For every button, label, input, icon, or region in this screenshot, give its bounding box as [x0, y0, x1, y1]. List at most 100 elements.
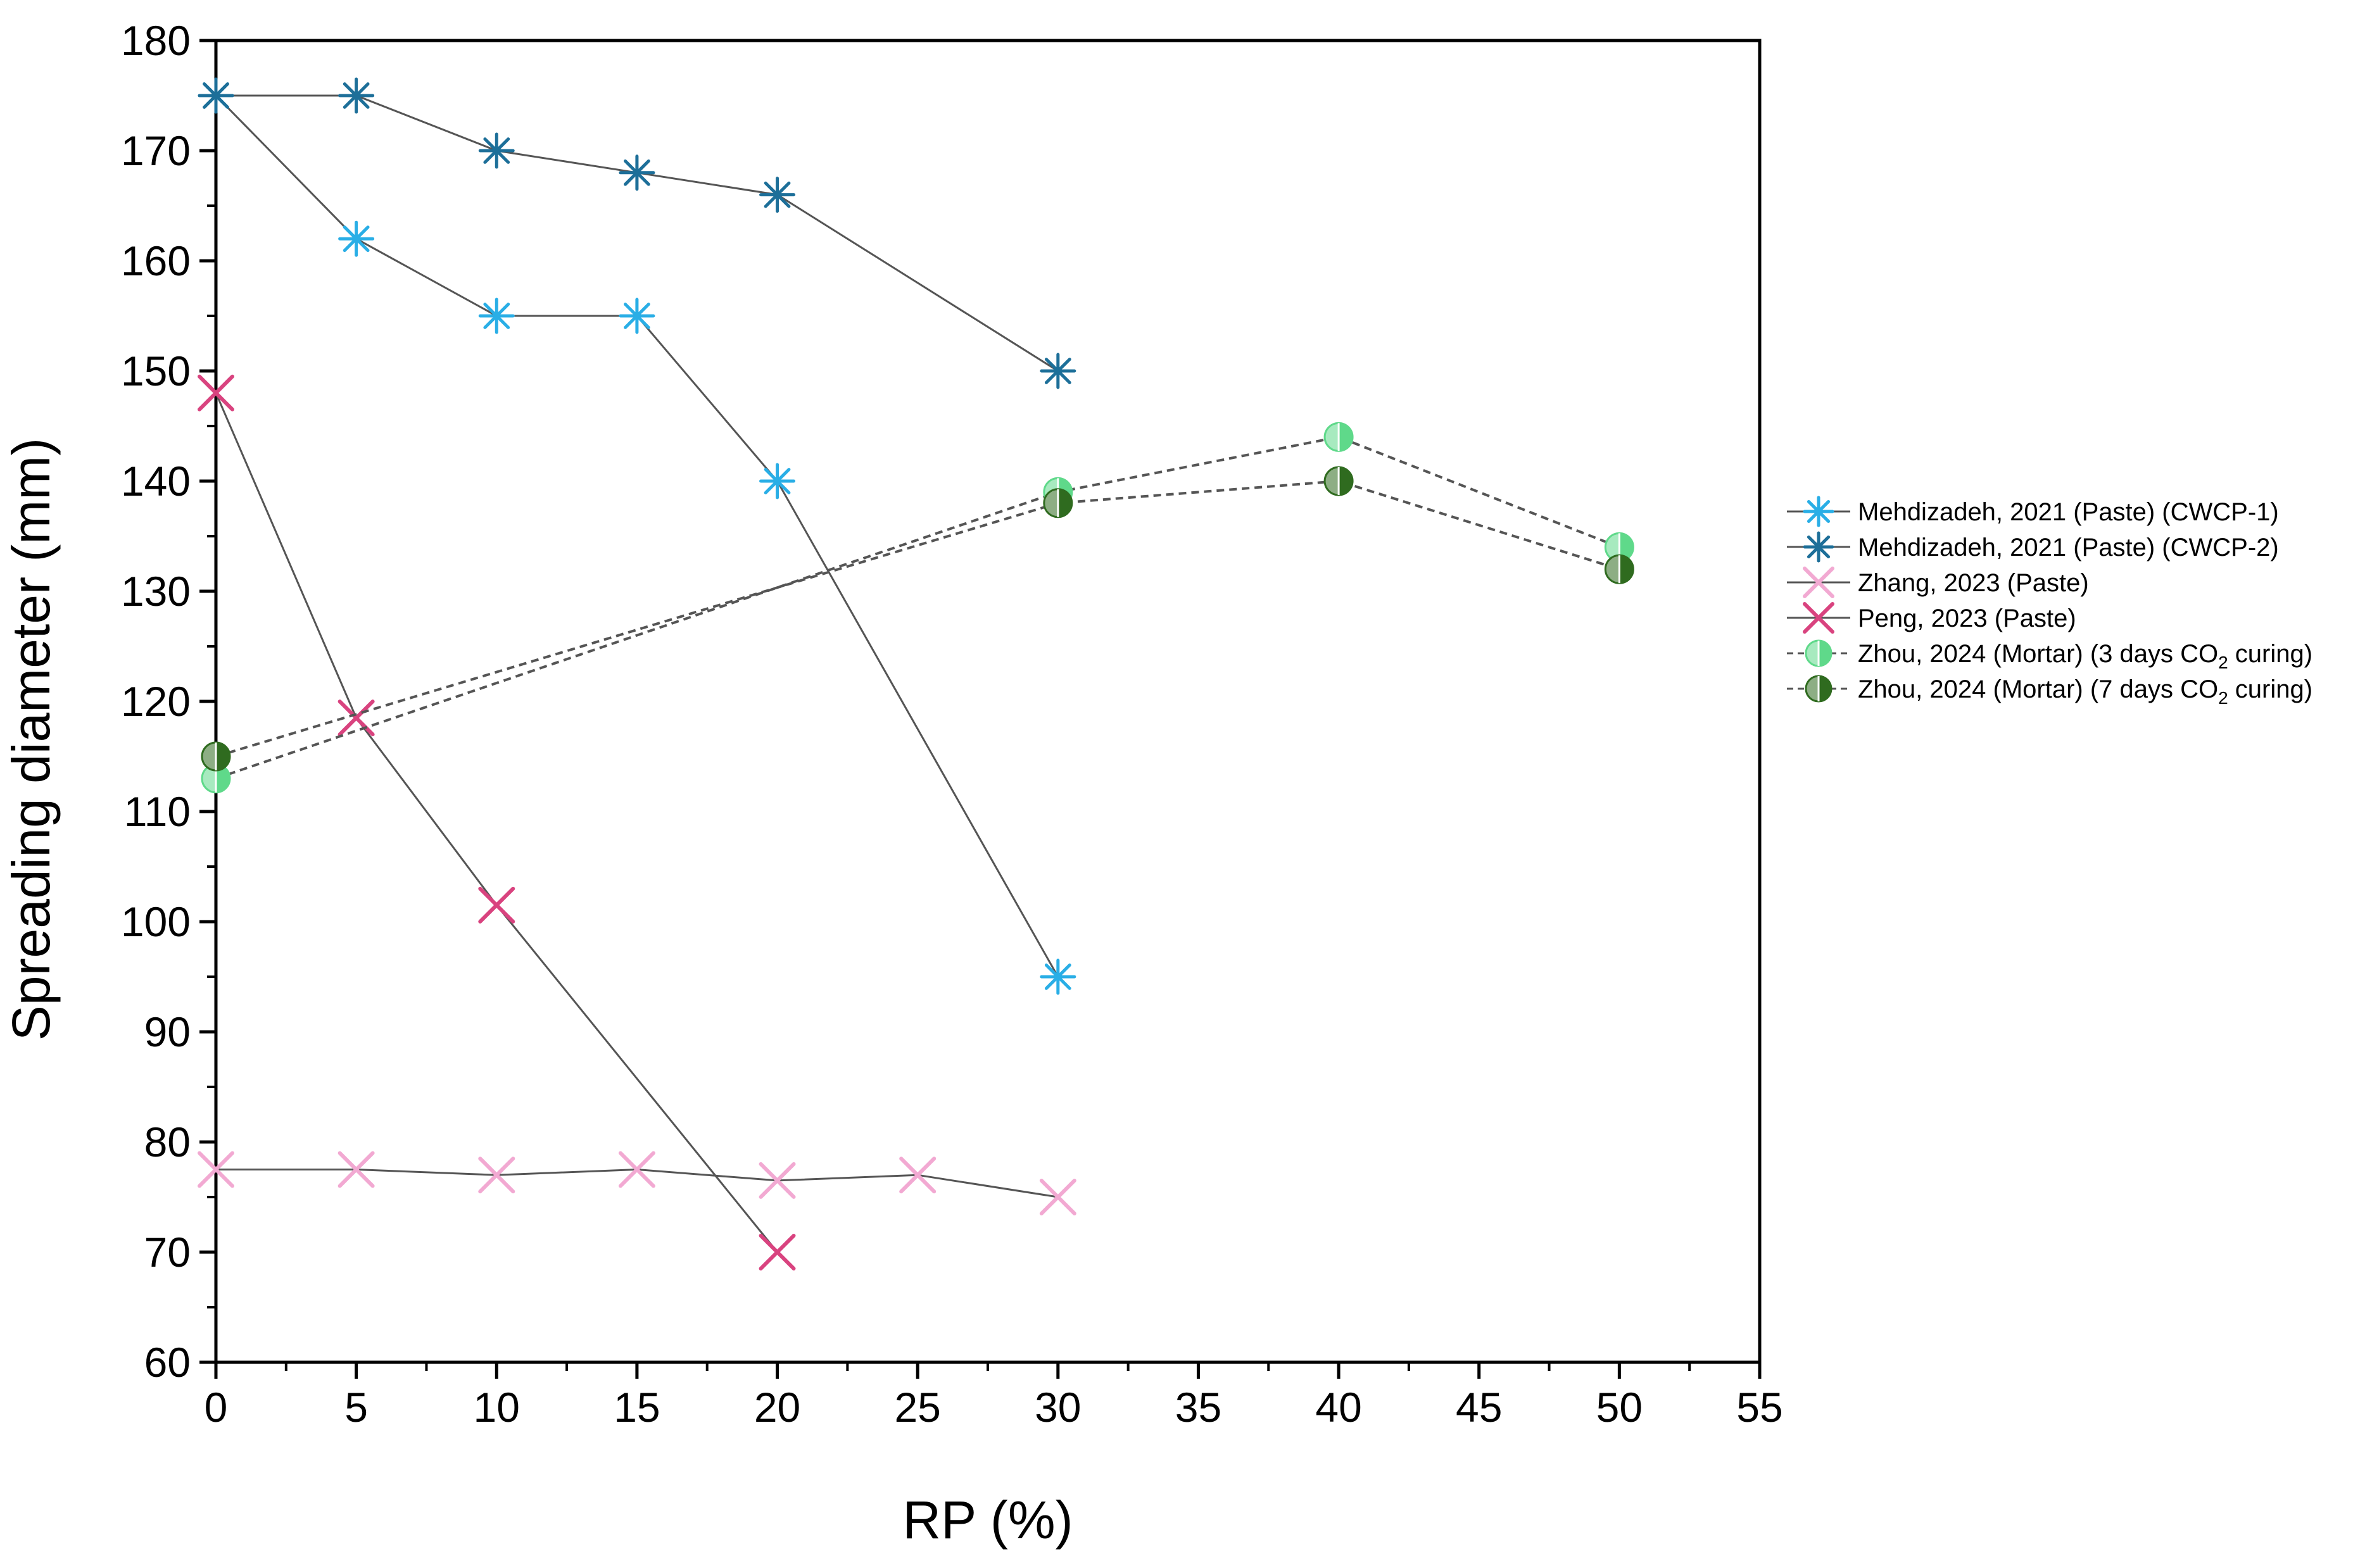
legend-item: Mehdizadeh, 2021 (Paste) (CWCP-1)	[1787, 496, 2279, 527]
x-tick-label: 5	[344, 1384, 368, 1431]
cross-stroke	[478, 886, 515, 924]
asterisk-stroke	[483, 303, 510, 329]
x-tick-label: 35	[1175, 1384, 1221, 1431]
data-point	[1040, 353, 1076, 389]
circle-half-fill	[1619, 533, 1634, 561]
data-point	[759, 1234, 796, 1270]
data-point	[759, 177, 796, 213]
asterisk-stroke	[343, 82, 370, 109]
circle-half-light	[202, 743, 216, 770]
cross-stroke	[198, 374, 234, 411]
data-point	[198, 374, 234, 411]
circle-half-fill	[1819, 676, 1831, 701]
legend-label: Mehdizadeh, 2021 (Paste) (CWCP-1)	[1858, 498, 2279, 526]
series-5	[201, 422, 1634, 794]
asterisk-stroke	[343, 225, 370, 253]
asterisk-stroke	[203, 82, 229, 109]
y-tick-label: 160	[121, 237, 191, 284]
data-point	[478, 886, 515, 924]
data-point	[1039, 1179, 1076, 1215]
y-tick-label: 180	[121, 17, 191, 64]
asterisk-stroke	[1044, 358, 1071, 384]
data-point	[478, 132, 515, 169]
data-point	[338, 1151, 375, 1188]
series-1	[198, 77, 1076, 995]
x-tick-label: 10	[474, 1384, 520, 1431]
data-point	[1803, 496, 1834, 527]
legend-label: Zhou, 2024 (Mortar) (7 days CO2 curing)	[1858, 675, 2312, 708]
y-tick-label: 130	[121, 568, 191, 615]
data-point	[1323, 466, 1354, 496]
data-point	[759, 463, 796, 499]
circle-half-fill	[216, 743, 230, 770]
cross-stroke	[338, 1151, 375, 1188]
circle-half-light	[1806, 676, 1819, 701]
y-tick-label: 100	[121, 898, 191, 945]
circle-half-fill	[216, 764, 230, 793]
y-tick-label: 110	[124, 788, 191, 835]
y-tick-label: 150	[121, 348, 191, 394]
circle-half-fill	[1619, 555, 1634, 584]
data-point	[1805, 639, 1833, 667]
cross-stroke	[478, 1157, 515, 1194]
circle-half-light	[1806, 641, 1819, 666]
x-tick-label: 0	[205, 1384, 228, 1431]
circle-half-light	[1605, 555, 1620, 584]
data-point	[338, 77, 375, 114]
series-4	[198, 374, 796, 1270]
data-point	[1803, 567, 1834, 598]
legend-label: Peng, 2023 (Paste)	[1858, 605, 2076, 632]
x-tick-label: 50	[1596, 1384, 1643, 1431]
series-line	[216, 94, 1059, 372]
data-point	[198, 1151, 234, 1188]
data-point	[1043, 488, 1073, 518]
y-tick-label: 70	[144, 1229, 191, 1276]
x-tick-label: 20	[754, 1384, 800, 1431]
x-tick-label: 15	[614, 1384, 660, 1431]
data-point	[618, 1151, 655, 1188]
series-line	[215, 392, 778, 1253]
asterisk-stroke	[624, 159, 650, 186]
y-axis: 60 70 80 90 100 110 120 130 140 150 160 170 180	[121, 17, 216, 1386]
x-tick-label: 45	[1456, 1384, 1502, 1431]
plot-frame	[214, 39, 1762, 1364]
x-axis: 0 5 10 15 20 25 30 35 40 45 50 55	[205, 1362, 1783, 1431]
legend: Mehdizadeh, 2021 (Paste) (CWCP-1) Mehdiza…	[1787, 496, 2312, 708]
legend-item: Zhou, 2024 (Mortar) (7 days CO2 curing)	[1787, 675, 2312, 708]
asterisk-stroke	[1044, 963, 1071, 990]
data-point	[1805, 675, 1833, 703]
cross-stroke	[1803, 567, 1834, 598]
asterisk-stroke	[764, 181, 791, 208]
data-point	[1803, 531, 1834, 563]
series-6	[201, 466, 1634, 772]
y-tick-label: 80	[144, 1119, 191, 1165]
data-point	[338, 699, 375, 737]
asterisk-stroke	[483, 137, 510, 164]
plot-border	[214, 39, 1762, 1364]
y-tick-label: 170	[121, 127, 191, 174]
asterisk-stroke	[1807, 535, 1831, 559]
data-point	[619, 154, 655, 191]
series-line	[215, 479, 1620, 758]
data-point	[759, 1162, 796, 1199]
cross-stroke	[899, 1157, 937, 1194]
series-layer	[198, 77, 1634, 1270]
x-tick-label: 55	[1736, 1384, 1782, 1431]
x-axis-title: RP (%)	[902, 1490, 1073, 1550]
data-point	[478, 298, 515, 334]
legend-label: Zhang, 2023 (Paste)	[1858, 569, 2089, 597]
data-point	[1040, 958, 1076, 995]
data-point	[478, 1157, 515, 1194]
y-tick-label: 140	[121, 458, 191, 505]
x-tick-label: 30	[1035, 1384, 1081, 1431]
legend-label: Mehdizadeh, 2021 (Paste) (CWCP-2)	[1858, 534, 2279, 561]
circle-half-light	[1605, 533, 1620, 561]
y-tick-label: 60	[144, 1339, 191, 1386]
y-tick-label: 120	[121, 678, 191, 725]
legend-item: Peng, 2023 (Paste)	[1787, 602, 2076, 634]
legend-item: Zhang, 2023 (Paste)	[1787, 567, 2089, 598]
data-point	[899, 1157, 937, 1194]
legend-label: Zhou, 2024 (Mortar) (3 days CO2 curing)	[1858, 640, 2312, 672]
circle-half-fill	[1339, 467, 1353, 495]
